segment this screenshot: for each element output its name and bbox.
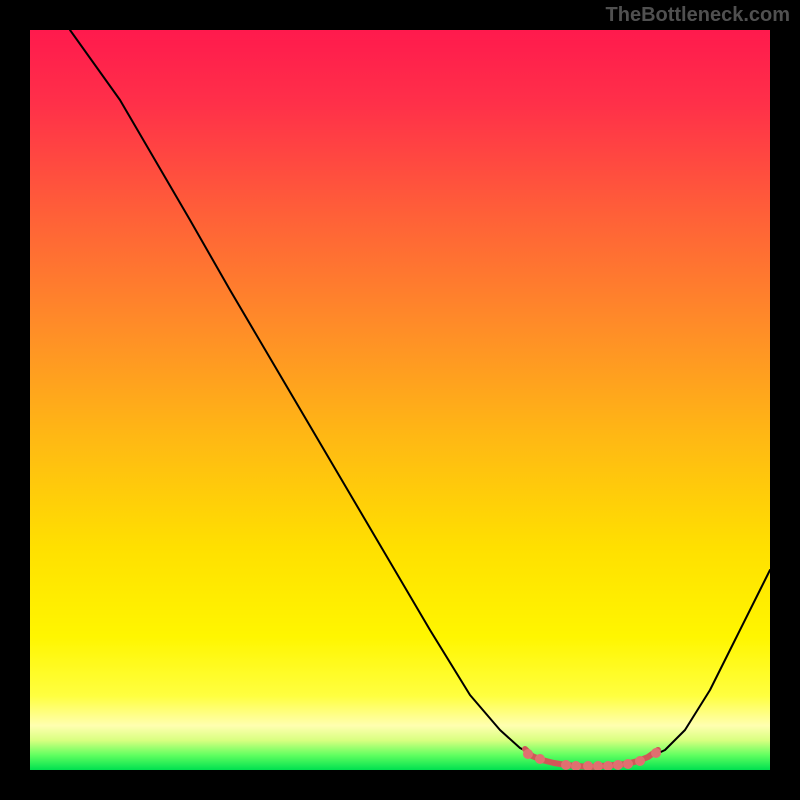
marker-dot <box>613 760 623 770</box>
marker-dot <box>561 760 571 770</box>
marker-dot <box>651 748 661 758</box>
marker-dot <box>623 759 633 769</box>
watermark-text: TheBottleneck.com <box>606 4 790 27</box>
chart-svg <box>30 30 770 770</box>
bottleneck-chart <box>30 30 770 770</box>
marker-dot <box>535 754 545 764</box>
marker-dot <box>523 749 533 759</box>
gradient-background <box>30 30 770 770</box>
marker-dot <box>635 756 645 766</box>
